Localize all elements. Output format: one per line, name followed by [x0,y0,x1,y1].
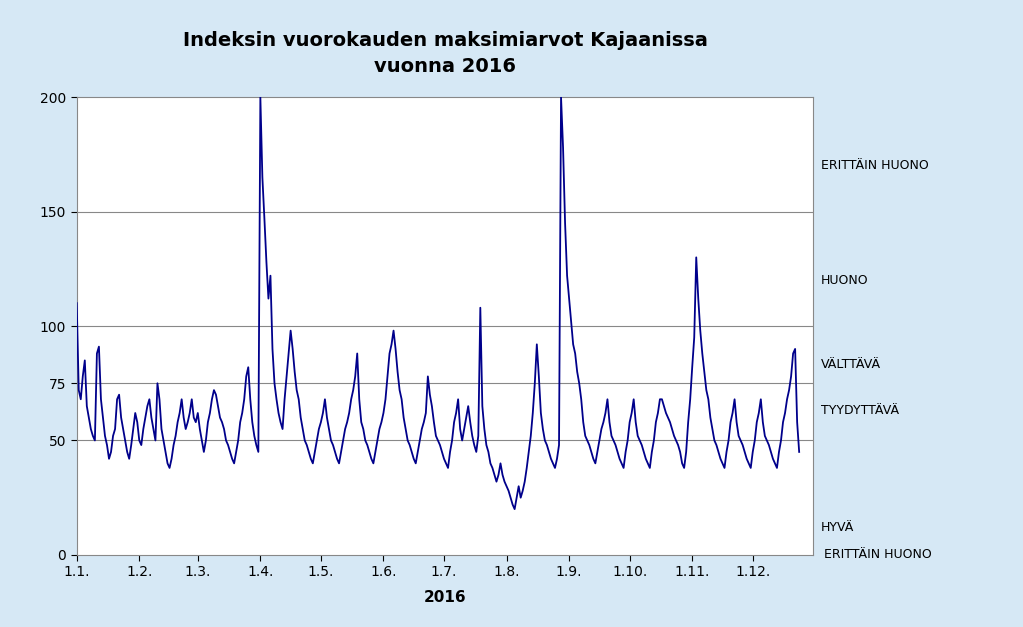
Text: HUONO: HUONO [820,274,869,287]
Text: Indeksin vuorokauden maksimiarvot Kajaanissa
vuonna 2016: Indeksin vuorokauden maksimiarvot Kajaan… [182,31,708,76]
X-axis label: 2016: 2016 [424,591,466,606]
Text: VÄLTTÄVÄ: VÄLTTÄVÄ [820,359,881,371]
Text: ERITTÄIN HUONO: ERITTÄIN HUONO [820,159,929,172]
Text: HYVÄ: HYVÄ [820,521,854,534]
Text: ERITTÄIN HUONO: ERITTÄIN HUONO [824,549,931,561]
Text: TYYDYTTÄVÄ: TYYDYTTÄVÄ [820,404,899,417]
